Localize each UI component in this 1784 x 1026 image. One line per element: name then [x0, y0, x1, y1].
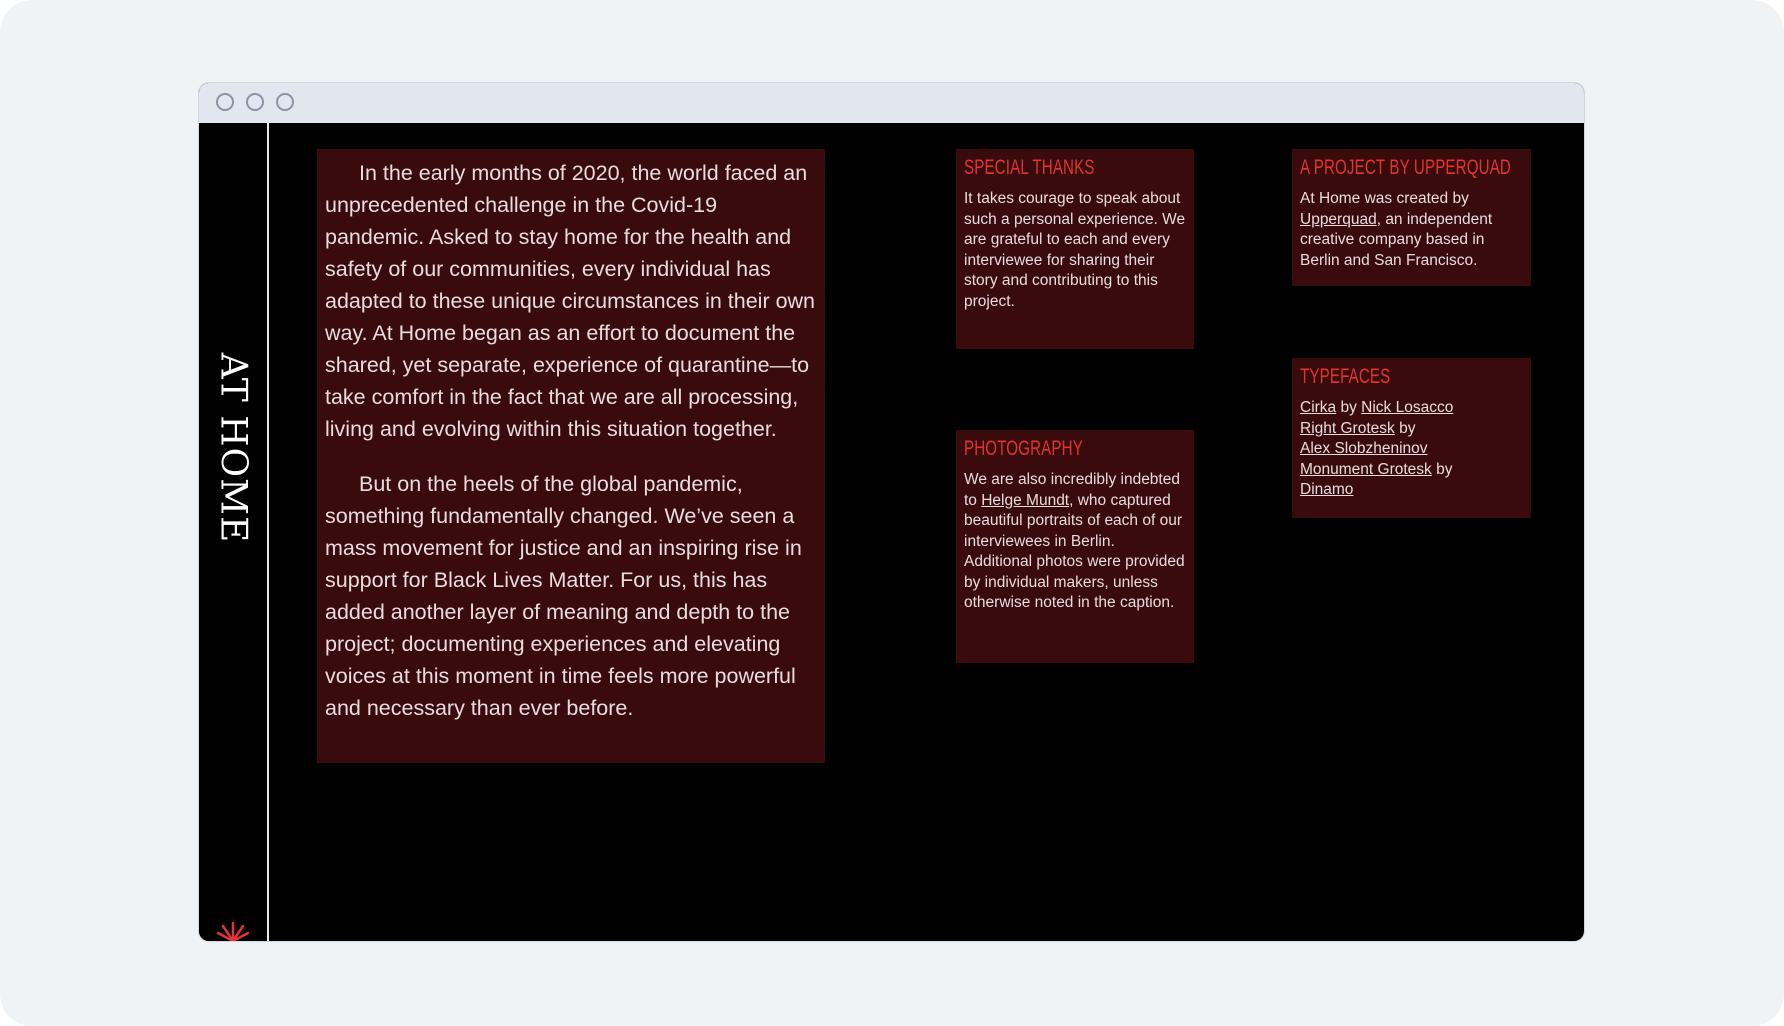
photography-heading: PHOTOGRAPHY — [964, 437, 1083, 460]
window-minimize-button[interactable] — [246, 93, 264, 111]
typefaces-card: TYPEFACES Cirka by Nick Losacco Right Gro… — [1292, 358, 1531, 518]
project-text: At Home was created by — [1300, 190, 1469, 207]
window-titlebar — [199, 83, 1584, 123]
helge-mundt-link[interactable]: Helge Mundt — [981, 491, 1070, 509]
photography-text: We are also incredibly indebted to — [964, 471, 1180, 509]
typefaces-body: Cirka by Nick Losacco Right Grotesk by Al… — [1300, 398, 1523, 501]
photography-text: , who captured beautiful portraits of ea… — [964, 491, 1185, 612]
window-close-button[interactable] — [216, 93, 234, 111]
window-maximize-button[interactable] — [276, 93, 294, 111]
upperquad-link[interactable]: Upperquad — [1300, 210, 1377, 228]
nick-losacco-link[interactable]: Nick Losacco — [1361, 399, 1454, 416]
right-grotesk-link[interactable]: Right Grotesk — [1300, 419, 1395, 437]
photography-body: We are also incredibly indebted to Helge… — [964, 470, 1186, 614]
intro-paragraph: But on the heels of the global pandemic,… — [325, 472, 802, 720]
project-card: A PROJECT BY UPPERQUAD At Home was creat… — [1292, 149, 1531, 286]
by-text: by — [1431, 460, 1453, 478]
special-thanks-body: It takes courage to speak about such a p… — [964, 190, 1186, 310]
project-text: , an independent creative company based … — [1300, 210, 1493, 269]
alex-slobzheninov-link[interactable]: Alex Slobzheninov — [1300, 440, 1428, 457]
by-text: by — [1336, 399, 1362, 416]
sidebar: AT HOME — [199, 123, 269, 941]
typefaces-heading: TYPEFACES — [1300, 365, 1391, 388]
site-title[interactable]: AT HOME — [212, 352, 254, 544]
cirka-link[interactable]: Cirka — [1300, 399, 1337, 416]
special-thanks-heading: SPECIAL THANKS — [964, 156, 1095, 179]
project-heading: A PROJECT BY UPPERQUAD — [1300, 156, 1511, 179]
intro-paragraph: In the early months of 2020, the world f… — [325, 161, 816, 441]
project-body: At Home was created by Upperquad, an ind… — [1300, 189, 1523, 271]
special-thanks-card: SPECIAL THANKS It takes courage to speak… — [956, 149, 1194, 349]
browser-window: AT HOME In the early months of 2020, the… — [199, 83, 1584, 941]
dinamo-link[interactable]: Dinamo — [1300, 481, 1354, 498]
monument-grotesk-link[interactable]: Monument Grotesk — [1300, 460, 1432, 478]
photography-card: PHOTOGRAPHY We are also incredibly indeb… — [956, 430, 1194, 663]
intro-panel: In the early months of 2020, the world f… — [317, 149, 825, 763]
by-text: by — [1394, 419, 1416, 437]
sun-logo-icon[interactable] — [215, 913, 251, 941]
